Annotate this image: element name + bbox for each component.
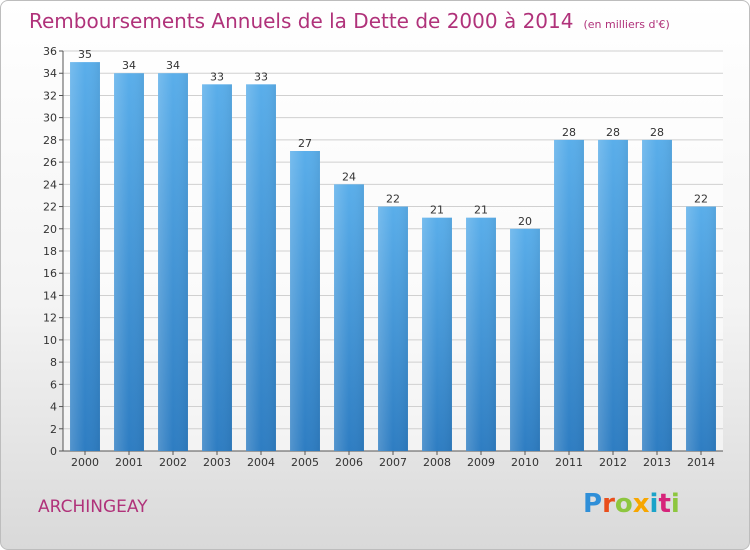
x-tick-label: 2001 — [115, 456, 143, 469]
x-tick-label: 2003 — [203, 456, 231, 469]
y-tick-label: 2 — [50, 423, 57, 436]
y-tick-label: 18 — [43, 245, 57, 258]
bar-shine — [554, 139, 584, 451]
bar-shine — [246, 84, 276, 451]
data-label: 22 — [386, 193, 400, 206]
data-label: 33 — [210, 70, 224, 83]
data-label: 34 — [166, 59, 180, 72]
logo-letter: P — [583, 489, 603, 519]
bar-shine — [598, 139, 628, 451]
x-tick-label: 2000 — [71, 456, 99, 469]
y-tick-label: 26 — [43, 156, 57, 169]
bar-shine — [510, 228, 540, 451]
chart-title: Remboursements Annuels de la Dette de 20… — [29, 9, 670, 33]
proxiti-logo: Proxiti — [583, 489, 680, 519]
y-tick-label: 20 — [43, 223, 57, 236]
logo-letter: i — [670, 489, 680, 519]
bar-shine — [686, 206, 716, 451]
x-tick-label: 2014 — [687, 456, 715, 469]
logo-letter: r — [602, 489, 615, 519]
title-text: Remboursements Annuels de la Dette de 20… — [29, 9, 574, 33]
data-label: 21 — [430, 204, 444, 217]
bar-shine — [466, 217, 496, 451]
logo-letter: t — [658, 489, 671, 519]
bar-shine — [378, 206, 408, 451]
data-label: 27 — [298, 137, 312, 150]
y-tick-label: 22 — [43, 201, 57, 214]
x-tick-label: 2008 — [423, 456, 451, 469]
data-label: 28 — [650, 126, 664, 139]
x-tick-label: 2005 — [291, 456, 319, 469]
data-label: 28 — [606, 126, 620, 139]
data-label: 22 — [694, 193, 708, 206]
x-tick-label: 2007 — [379, 456, 407, 469]
y-tick-label: 4 — [50, 401, 57, 414]
x-tick-label: 2010 — [511, 456, 539, 469]
bar-shine — [290, 151, 320, 451]
y-tick-label: 10 — [43, 334, 57, 347]
place-name: ARCHINGEAY — [38, 497, 148, 517]
y-tick-label: 34 — [43, 67, 57, 80]
chart-subtitle: (en milliers d'€) — [583, 18, 670, 31]
y-tick-label: 16 — [43, 267, 57, 280]
data-label: 21 — [474, 204, 488, 217]
bar-shine — [158, 73, 188, 451]
y-tick-label: 12 — [43, 312, 57, 325]
x-tick-label: 2004 — [247, 456, 275, 469]
data-label: 35 — [78, 48, 92, 61]
data-label: 33 — [254, 70, 268, 83]
x-tick-label: 2011 — [555, 456, 583, 469]
x-tick-label: 2009 — [467, 456, 495, 469]
logo-letter: i — [649, 489, 659, 519]
y-tick-label: 0 — [50, 445, 57, 458]
bar-shine — [70, 62, 100, 451]
data-label: 24 — [342, 170, 356, 183]
y-tick-label: 24 — [43, 178, 57, 191]
bar-shine — [202, 84, 232, 451]
y-tick-label: 8 — [50, 356, 57, 369]
y-tick-label: 28 — [43, 134, 57, 147]
y-tick-label: 30 — [43, 112, 57, 125]
y-tick-label: 32 — [43, 89, 57, 102]
data-label: 28 — [562, 126, 576, 139]
x-tick-label: 2002 — [159, 456, 187, 469]
bar-shine — [642, 139, 672, 451]
y-tick-label: 6 — [50, 378, 57, 391]
bar-shine — [334, 184, 364, 452]
bar-shine — [114, 73, 144, 451]
data-label: 20 — [518, 215, 532, 228]
data-label: 34 — [122, 59, 136, 72]
y-tick-label: 36 — [43, 45, 57, 58]
logo-letter: x — [632, 489, 650, 519]
y-tick-label: 14 — [43, 289, 57, 302]
x-tick-label: 2013 — [643, 456, 671, 469]
x-tick-label: 2006 — [335, 456, 363, 469]
bar-shine — [422, 217, 452, 451]
logo-letter: o — [614, 489, 633, 519]
x-tick-label: 2012 — [599, 456, 627, 469]
